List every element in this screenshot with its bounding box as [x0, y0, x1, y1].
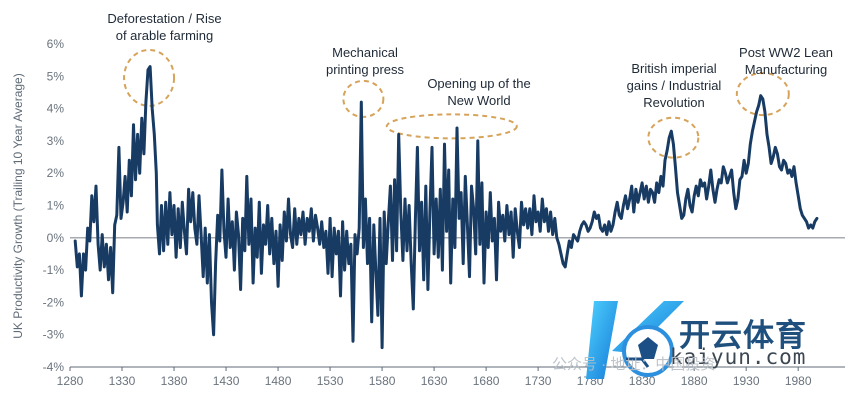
- highlight-ellipses: [123, 48, 790, 159]
- annotation-line: of arable farming: [115, 28, 214, 43]
- annotation-line: Mechanical: [332, 45, 398, 60]
- annotation-industrial-revolution: British imperial gains / Industrial Revo…: [604, 60, 744, 111]
- y-tick-label: 4%: [47, 102, 65, 116]
- y-tick-label: 0%: [47, 231, 65, 245]
- x-tick-label: 1730: [525, 374, 552, 388]
- x-tick-label: 1530: [317, 374, 344, 388]
- x-tick-label: 1680: [473, 374, 500, 388]
- x-tick-label: 1630: [421, 374, 448, 388]
- annotation-post-ww2: Post WW2 Lean Manufacturing: [726, 44, 846, 78]
- annotation-line: British imperial: [631, 61, 717, 76]
- annotation-line: Manufacturing: [744, 62, 828, 77]
- x-tick-label: 1880: [681, 374, 708, 388]
- series-line: [73, 65, 819, 350]
- x-tick-label: 1980: [785, 374, 812, 388]
- annotation-line: Deforestation / Rise: [107, 11, 222, 26]
- ellipse-printing-press: [342, 79, 385, 118]
- tick-labels: -4% -3% -2% -1% 0% 1% 2% 3% 4% 5% 6% 1280 1330 1380 14…: [43, 37, 812, 388]
- x-tick-label: 1930: [733, 374, 760, 388]
- y-tick-label: -1%: [43, 263, 65, 277]
- ellipse-post-ww2: [735, 72, 790, 117]
- x-tick-label: 1580: [369, 374, 396, 388]
- x-tick-label: 1380: [161, 374, 188, 388]
- annotation-line: Revolution: [643, 95, 705, 110]
- y-tick-label: -3%: [43, 328, 65, 342]
- ellipse-industrial: [647, 116, 700, 159]
- y-tick-label: 6%: [47, 37, 65, 51]
- annotation-line: printing press: [325, 62, 405, 77]
- x-tick-label: 1430: [213, 374, 240, 388]
- axes: [70, 237, 845, 368]
- y-tick-label: -2%: [43, 295, 65, 309]
- x-tick-label: 1330: [109, 374, 136, 388]
- annotation-line: Opening up of the: [427, 76, 531, 91]
- y-tick-label: 3%: [47, 134, 65, 148]
- x-tick-label: 1780: [577, 374, 604, 388]
- x-tick-label: 1830: [629, 374, 656, 388]
- y-tick-label: 1%: [47, 199, 65, 213]
- ellipse-new-world: [385, 113, 518, 140]
- ellipse-deforestation: [123, 48, 176, 107]
- x-tick-label: 1480: [265, 374, 292, 388]
- y-tick-label: 5%: [47, 69, 65, 83]
- annotation-line: Post WW2 Lean: [739, 45, 833, 60]
- annotation-line: gains / Industrial: [626, 78, 722, 93]
- data-lines: [73, 65, 819, 350]
- annotation-printing-press: Mechanical printing press: [317, 44, 413, 78]
- y-tick-label: -4%: [43, 360, 65, 374]
- y-axis-title: UK Productivity Growth (Trailing 10 Year…: [11, 73, 25, 339]
- annotation-line: New World: [447, 93, 511, 108]
- annotation-new-world: Opening up of the New World: [414, 75, 544, 109]
- y-tick-label: 2%: [47, 166, 65, 180]
- annotation-deforestation: Deforestation / Rise of arable farming: [92, 10, 237, 44]
- x-tick-label: 1280: [57, 374, 84, 388]
- y-axis-ticks: [69, 367, 799, 371]
